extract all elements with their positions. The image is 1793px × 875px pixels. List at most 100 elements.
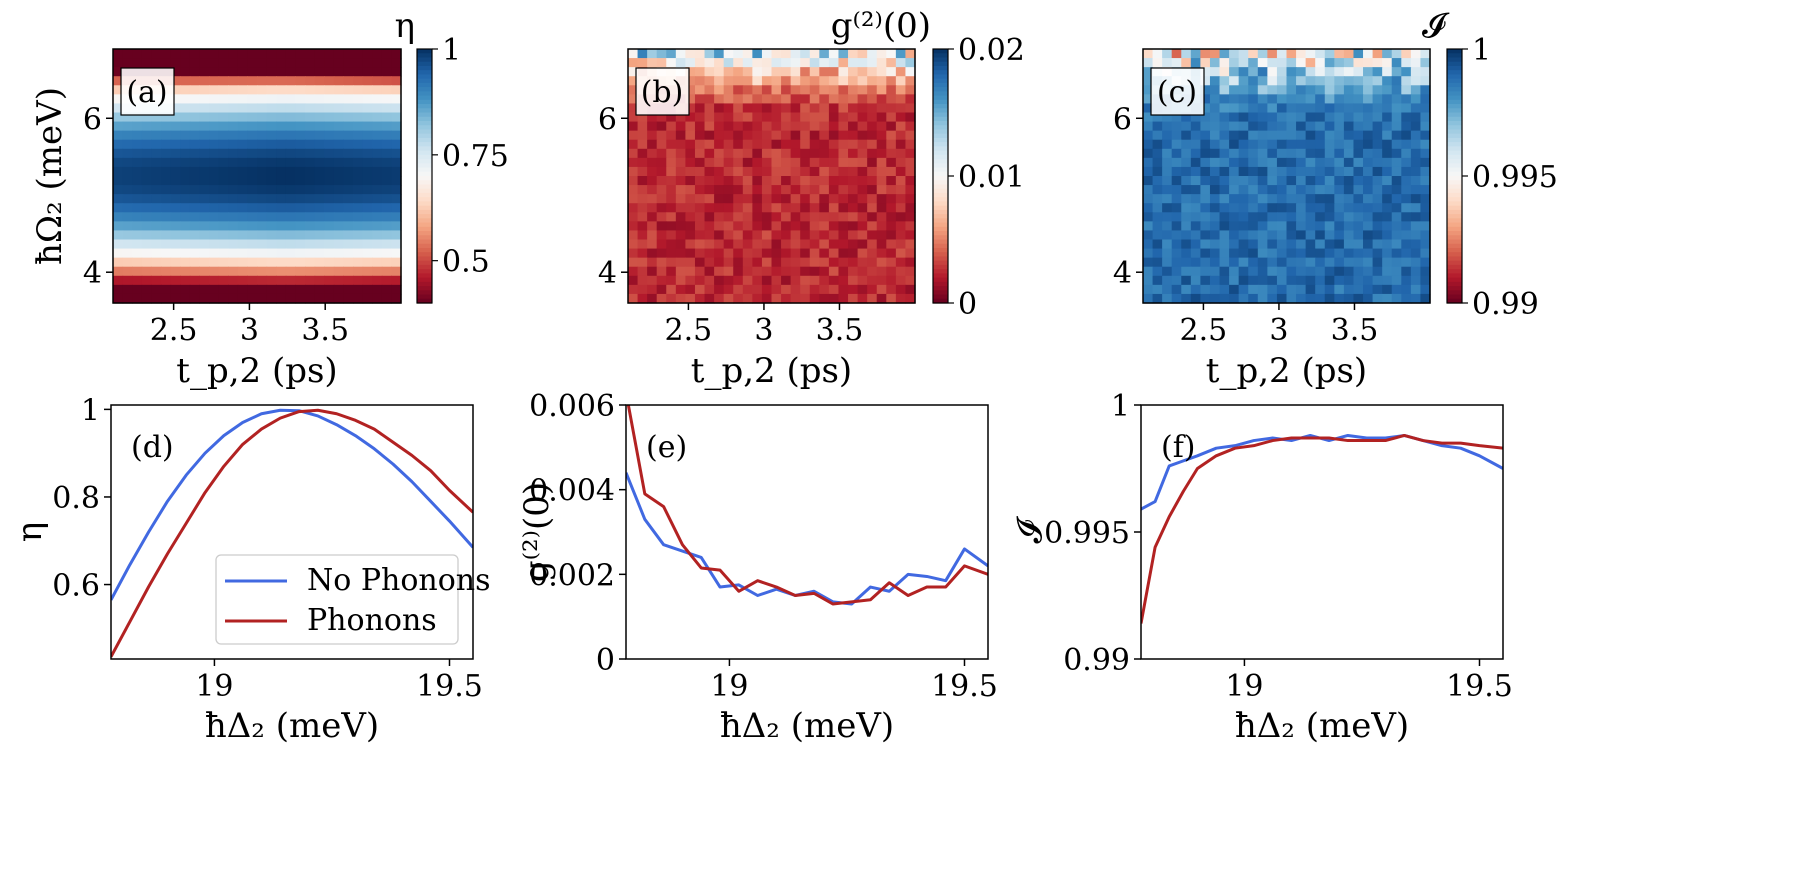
heatmap-cell [247, 103, 258, 114]
heatmap-cell [333, 230, 344, 241]
heatmap-cell [333, 185, 344, 195]
heatmap-cell [800, 230, 811, 241]
heatmap-cell [247, 148, 258, 159]
heatmap-cell [1286, 203, 1297, 213]
heatmap-cell [228, 239, 239, 250]
heatmap-cell [876, 212, 887, 222]
heatmap-cell [790, 157, 801, 168]
heatmap-cell [1401, 85, 1412, 95]
colorbar-segment [417, 192, 432, 198]
heatmap-cell [637, 284, 648, 295]
heatmap-cell [1229, 266, 1240, 277]
heatmap-cell [1382, 266, 1393, 277]
heatmap-cell [1257, 203, 1268, 213]
colorbar-segment [1447, 269, 1462, 274]
heatmap-cell [1276, 275, 1288, 286]
heatmap-cell [1276, 58, 1288, 68]
heatmap-cell [714, 212, 725, 222]
heatmap-cell [704, 85, 715, 95]
heatmap-cell [247, 139, 258, 150]
heatmap-cell [867, 212, 878, 222]
plot-frame [1142, 48, 1431, 304]
heatmap-cell [752, 185, 763, 195]
heatmap-cell [257, 266, 268, 277]
heatmap-cell [180, 85, 191, 95]
y-tick-label: 1 [1111, 389, 1130, 424]
heatmap-cell [1267, 166, 1278, 177]
heatmap-cell [209, 67, 220, 77]
heatmap-cell [742, 139, 753, 150]
colorbar-segment [417, 74, 432, 80]
heatmap-cell [905, 185, 916, 195]
heatmap-cell [857, 121, 868, 132]
heatmap-cell [285, 293, 296, 304]
heatmap-cell [324, 212, 335, 222]
heatmap-cell [647, 284, 658, 295]
heatmap-cell [895, 284, 907, 295]
heatmap-cell [1276, 103, 1288, 114]
heatmap-cell [790, 212, 801, 222]
heatmap-cell [675, 166, 686, 177]
heatmap-cell [372, 284, 383, 295]
heatmap-cell [180, 176, 191, 186]
heatmap-cell [228, 176, 239, 186]
heatmap-cell [1334, 139, 1345, 150]
colorbar-segment [1447, 222, 1462, 228]
heatmap-cell [180, 239, 191, 250]
heatmap-cell [209, 284, 220, 295]
heatmap-cell [742, 157, 753, 168]
legend-label: Phonons [307, 603, 437, 638]
heatmap-cell [1286, 230, 1297, 241]
heatmap-cell [656, 266, 667, 277]
heatmap-cell [189, 103, 200, 114]
heatmap-cell [895, 112, 907, 123]
heatmap-cell [1276, 67, 1288, 77]
heatmap-cell [324, 94, 335, 105]
heatmap-cell [838, 266, 849, 277]
colorbar-segment [933, 277, 948, 283]
heatmap-cell [1353, 185, 1364, 195]
heatmap-cell [1324, 176, 1335, 186]
heatmap-cell [381, 293, 392, 304]
heatmap-cell [1143, 121, 1154, 132]
heatmap-cell [895, 49, 907, 59]
heatmap-cell [276, 67, 287, 77]
colorbar-segment [1447, 87, 1462, 92]
heatmap-cell [295, 221, 306, 232]
heatmap-cell [276, 239, 287, 250]
heatmap-cell [1372, 284, 1383, 295]
colorbar-segment [417, 277, 432, 283]
heatmap-cell [761, 58, 773, 68]
heatmap-cell [704, 67, 715, 77]
heatmap-cell [381, 212, 392, 222]
heatmap-cell [113, 121, 124, 132]
heatmap-cell [276, 284, 287, 295]
heatmap-cell [199, 221, 210, 232]
heatmap-cell [305, 248, 316, 259]
heatmap-cell [675, 293, 686, 304]
heatmap-cell [1143, 248, 1154, 259]
heatmap-cell [1248, 203, 1259, 213]
heatmap-cell [1420, 257, 1431, 268]
heatmap-cell [714, 203, 725, 213]
colorbar-segment [417, 116, 432, 122]
colorbar-segment [933, 218, 948, 224]
heatmap-cell [285, 248, 296, 259]
colorbar-segment [417, 247, 432, 253]
heatmap-cell [1143, 85, 1154, 95]
heatmap-cell [257, 103, 268, 114]
heatmap-cell [237, 176, 248, 186]
heatmap-cell [132, 130, 143, 141]
heatmap-cell [1181, 176, 1192, 186]
heatmap-cell [247, 121, 258, 132]
colorbar-segment [933, 159, 948, 164]
heatmap-cell [314, 121, 325, 132]
heatmap-cell [333, 76, 344, 86]
heatmap-cell [1410, 112, 1422, 123]
heatmap-cell [324, 166, 335, 177]
heatmap-cell [905, 112, 916, 123]
heatmap-cell [1324, 67, 1335, 77]
heatmap-cell [1391, 157, 1402, 168]
heatmap-cell [295, 185, 306, 195]
